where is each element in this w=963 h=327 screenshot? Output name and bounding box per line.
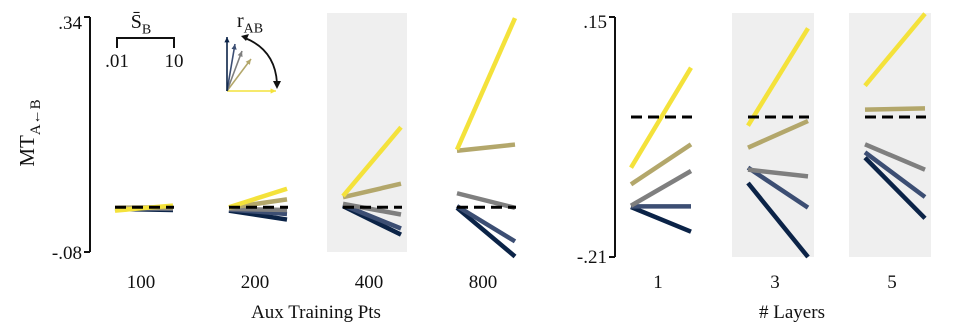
- series-line-400-3: [342, 201, 402, 217]
- series-line-400-5: [341, 125, 403, 198]
- series-line-5-4: [864, 106, 926, 112]
- r-ab-legend-ray-head-5: [270, 88, 276, 94]
- x-tick-label-200: 200: [241, 272, 270, 293]
- series-line-3-5: [746, 27, 810, 127]
- series-line-5-1: [863, 156, 927, 220]
- series-line-3-3: [747, 167, 809, 179]
- series-line-3-4: [747, 118, 809, 150]
- series-line-5-2: [863, 150, 927, 199]
- series-line-5-5: [863, 12, 927, 88]
- series-line-1-1: [630, 204, 692, 234]
- x-tick-label-5: 5: [887, 272, 897, 293]
- y-tick-bottom: -.21: [577, 247, 607, 268]
- series-line-800-3: [456, 191, 516, 210]
- series-line-1-5: [629, 66, 693, 169]
- r-ab-legend-title-subscript: AB: [244, 22, 263, 37]
- series-line-3-2: [746, 165, 810, 210]
- series-line-3-1: [746, 181, 810, 259]
- x-tick-label-400: 400: [355, 272, 384, 293]
- series-line-200-5: [228, 186, 288, 210]
- y-axis-label-main: MT: [15, 135, 39, 167]
- s-b-tick-low: .01: [105, 51, 129, 72]
- series-line-800-2: [455, 204, 517, 244]
- y-axis-label-subscript: A←B: [28, 99, 44, 135]
- x-axis-label: # Layers: [759, 302, 825, 323]
- series-line-800-5: [454, 17, 518, 151]
- series-line-400-2: [342, 202, 402, 231]
- y-tick-top: .15: [583, 12, 607, 33]
- series-line-400-4: [342, 181, 402, 200]
- series-line-5-3: [864, 142, 926, 172]
- r-ab-legend-ray-3: [226, 50, 243, 92]
- x-tick-label-100: 100: [127, 272, 156, 293]
- s-b-legend-title-subscript: B: [142, 23, 151, 38]
- x-axis-label: Aux Training Pts: [251, 302, 381, 323]
- r-ab-legend-ray-head-2: [231, 44, 237, 50]
- r-ab-legend-ray-head-1: [224, 37, 230, 43]
- r-ab-legend-arc-head: [273, 81, 281, 89]
- series-line-800-4: [456, 142, 516, 153]
- r-ab-legend-ray-head-4: [245, 59, 251, 65]
- r-ab-legend-title-main: r: [237, 10, 244, 32]
- series-line-1-3: [629, 169, 693, 208]
- series-line-200-3: [228, 206, 288, 213]
- s-b-legend-title: S̄B: [131, 11, 151, 38]
- r-ab-legend-arc: [244, 37, 278, 84]
- s-b-bracket: [116, 37, 175, 48]
- r-ab-legend-ray-head-3: [237, 51, 243, 57]
- r-ab-legend-arc-tail: [241, 34, 249, 41]
- y-axis-label: MTA←B: [15, 99, 44, 166]
- r-ab-legend-ray-4: [226, 58, 252, 92]
- s-b-legend-title-main: S̄: [131, 11, 142, 33]
- s-b-tick-high: 10: [165, 51, 184, 72]
- r-ab-legend-title: rAB: [237, 10, 263, 37]
- x-tick-label-1: 1: [653, 272, 663, 293]
- x-tick-label-3: 3: [770, 272, 780, 293]
- x-tick-label-800: 800: [469, 272, 498, 293]
- r-ab-legend-ray-2: [226, 43, 236, 92]
- series-line-1-4: [629, 142, 693, 187]
- panel-background-5: [849, 13, 931, 257]
- series-line-100-5: [114, 203, 174, 213]
- y-tick-top: .34: [58, 13, 82, 34]
- y-tick-bottom: -.08: [52, 243, 82, 264]
- series-line-800-1: [455, 206, 517, 259]
